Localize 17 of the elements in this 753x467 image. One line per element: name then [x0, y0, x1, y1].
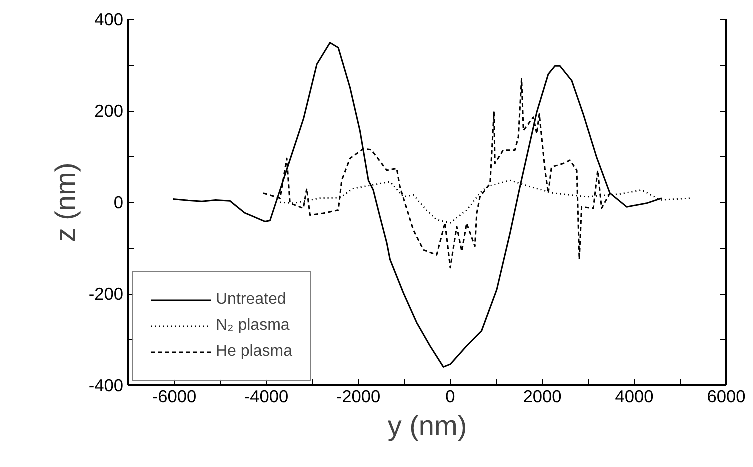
legend-label: Untreated	[216, 291, 286, 309]
x-tick-label: -4000	[244, 386, 289, 406]
x-tick-label: 0	[446, 386, 456, 406]
y-tick-label: -200	[88, 284, 124, 304]
x-tick-label: -2000	[336, 386, 381, 406]
x-tick-label: 6000	[707, 386, 746, 406]
legend-label: He plasma	[216, 343, 292, 361]
y-tick-label: 400	[94, 10, 124, 30]
y-tick-label: -400	[88, 376, 124, 396]
x-axis-title: y (nm)	[388, 410, 468, 442]
y-axis-title: z (nm)	[50, 162, 81, 242]
y-tick-label: 200	[94, 101, 124, 121]
legend-label: N₂ plasma	[216, 317, 290, 335]
x-tick-label: -6000	[152, 386, 197, 406]
y-tick-label: 0	[114, 192, 124, 212]
x-tick-label: 2000	[523, 386, 562, 406]
x-tick-label: 4000	[615, 386, 654, 406]
